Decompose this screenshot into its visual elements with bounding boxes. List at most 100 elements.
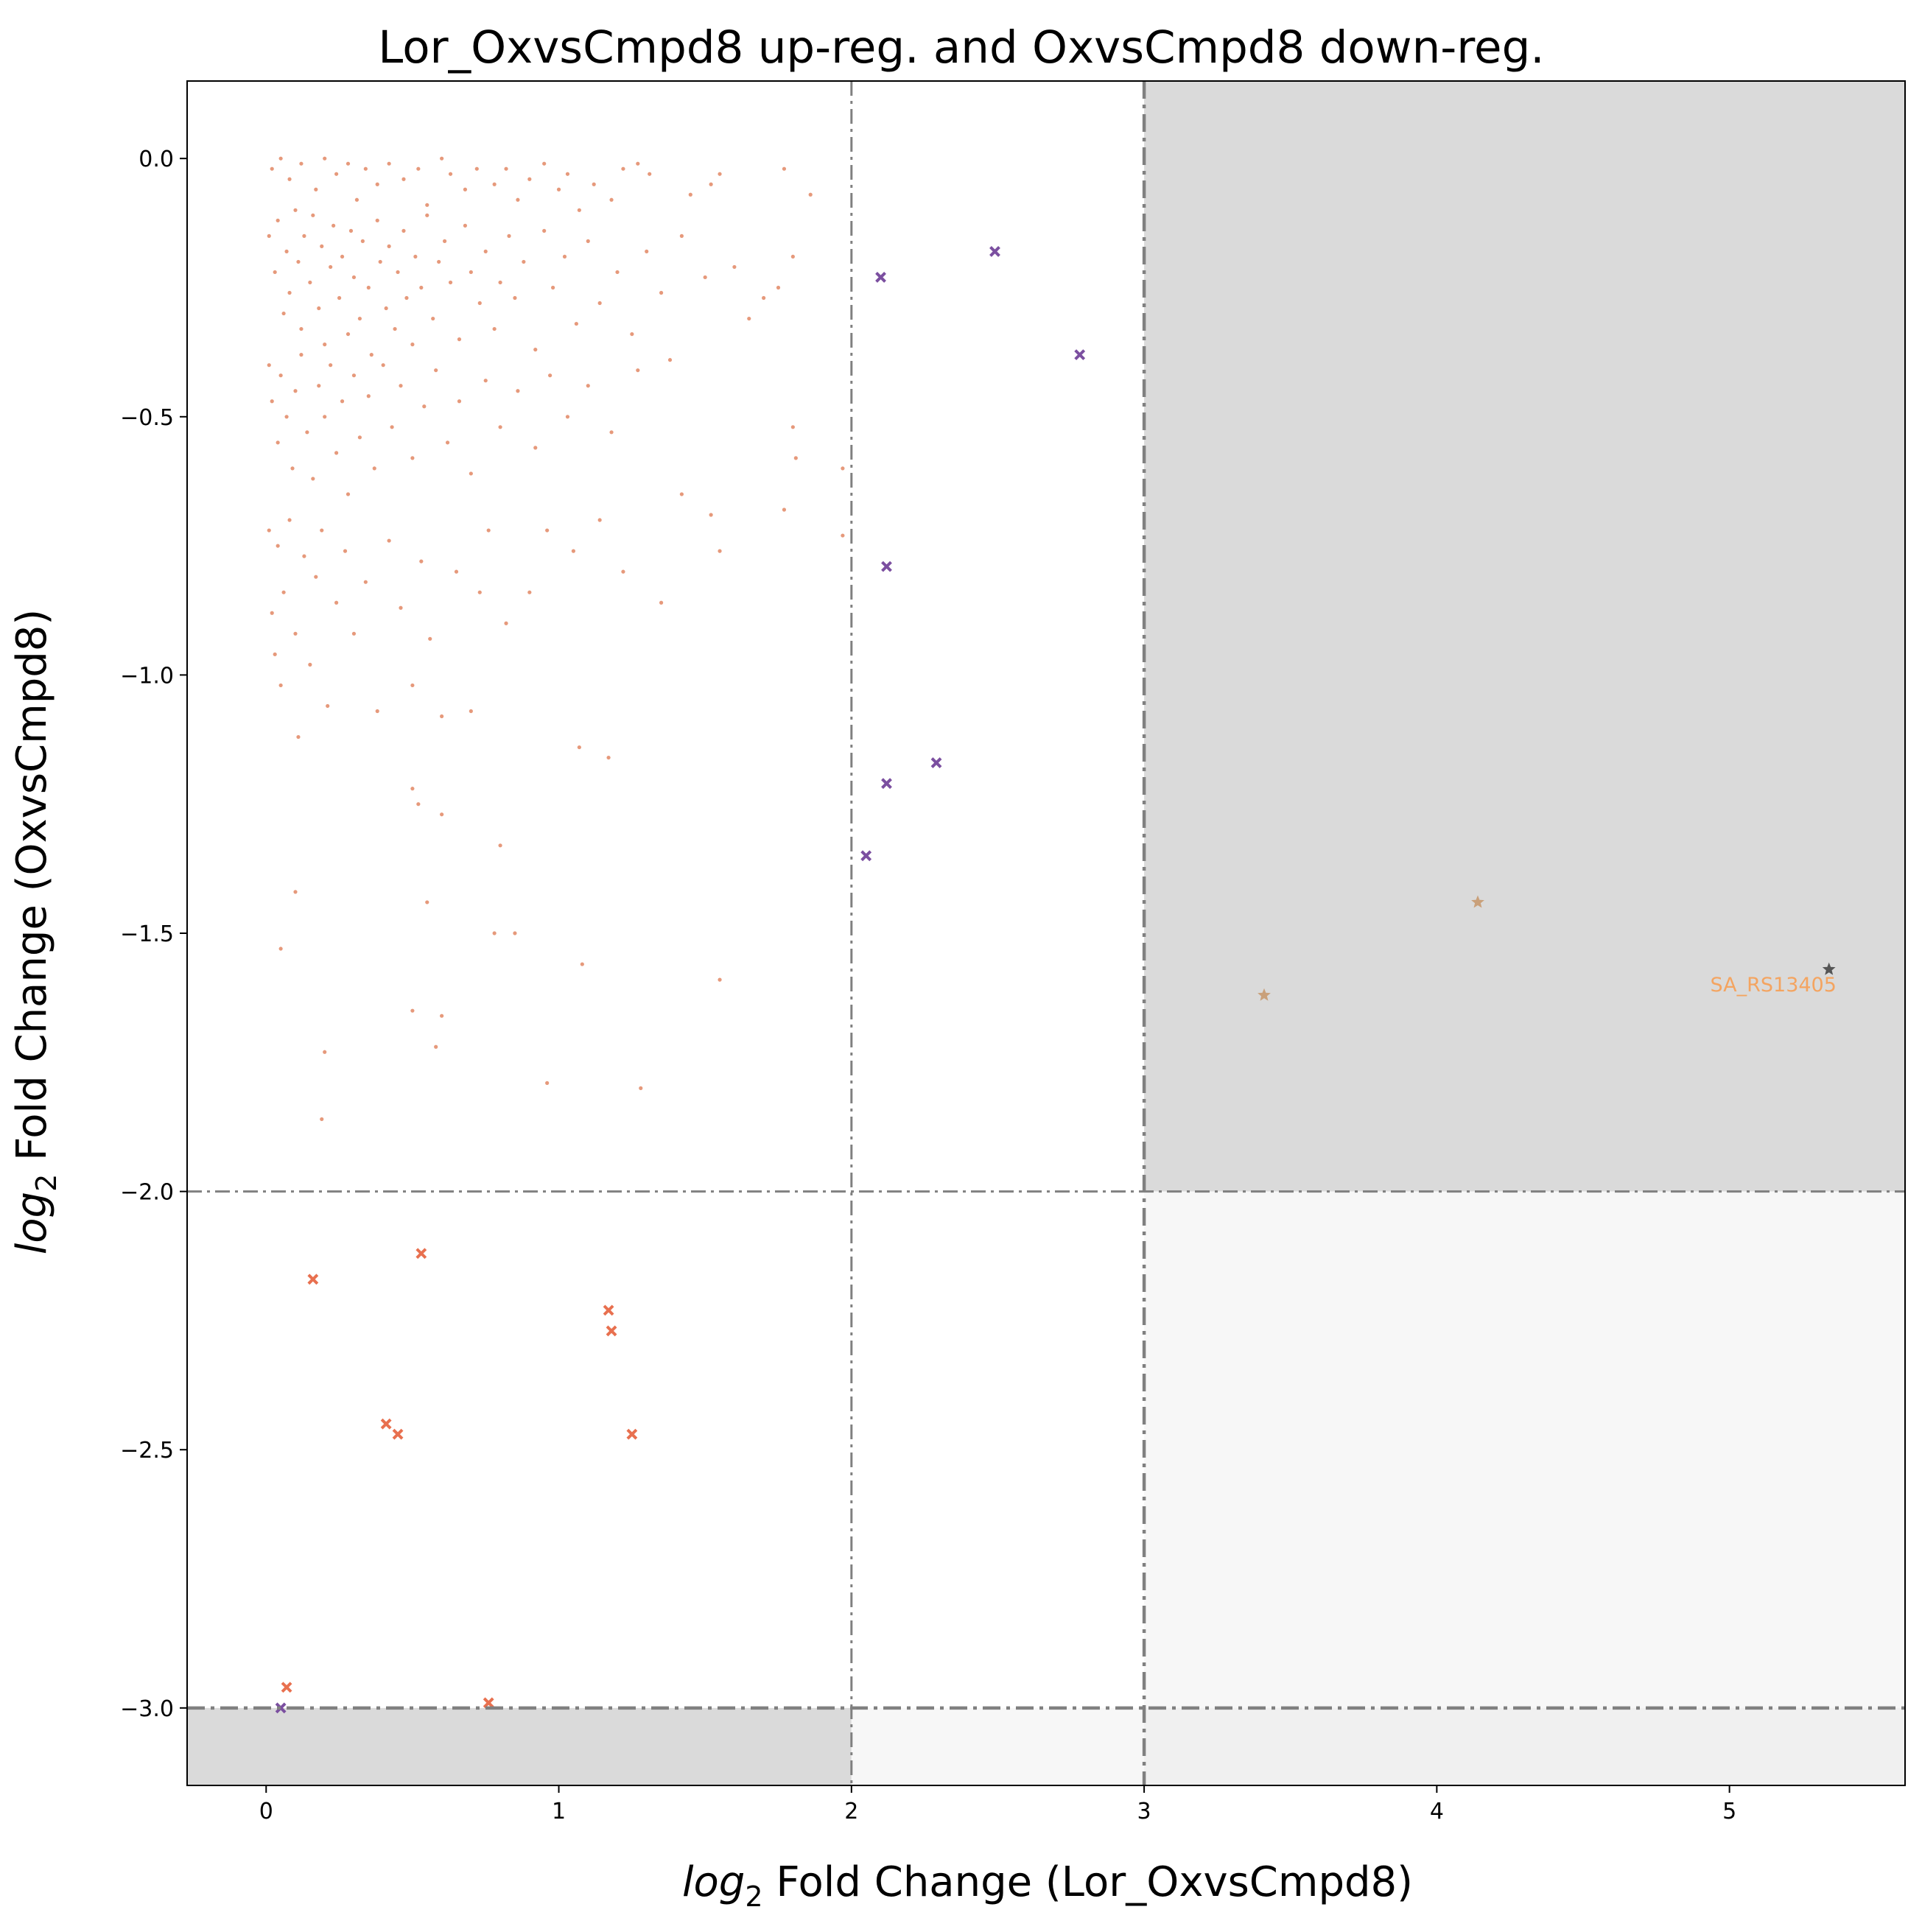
point-s0-154 — [281, 590, 286, 594]
point-s0-74 — [425, 213, 429, 217]
point-s0-42 — [287, 290, 292, 295]
point-s1-3 — [881, 561, 892, 572]
point-s0-13 — [416, 166, 421, 171]
point-s0-92 — [562, 254, 567, 259]
point-s0-66 — [387, 244, 391, 248]
point-s0-126 — [372, 466, 376, 471]
point-s0-100 — [679, 233, 684, 238]
point-s0-208 — [639, 1086, 643, 1090]
point-s0-35 — [782, 166, 787, 171]
point-s0-137 — [498, 425, 502, 429]
point-s0-6 — [334, 172, 339, 176]
point-s0-176 — [486, 528, 491, 533]
shaded-region-0 — [1144, 81, 1905, 1192]
point-s0-133 — [445, 440, 450, 445]
point-s0-31 — [648, 172, 652, 176]
point-s0-18 — [474, 166, 479, 171]
point-s0-87 — [513, 295, 517, 301]
point-s0-54 — [337, 295, 342, 301]
point-s0-112 — [290, 466, 295, 471]
point-s0-3 — [299, 161, 304, 166]
point-s0-91 — [550, 285, 555, 290]
point-s0-169 — [399, 605, 403, 610]
point-s0-64 — [378, 259, 382, 264]
point-s0-141 — [565, 415, 570, 419]
point-s0-11 — [387, 161, 391, 166]
point-s0-127 — [381, 363, 385, 368]
point-s0-84 — [492, 326, 497, 331]
point-s0-69 — [401, 228, 406, 233]
point-s0-124 — [357, 435, 362, 440]
point-s0-45 — [299, 326, 304, 331]
point-s0-58 — [351, 275, 357, 280]
point-s0-79 — [457, 337, 462, 342]
point-s1-5 — [881, 778, 892, 790]
point-s0-142 — [586, 384, 590, 388]
point-s0-195 — [425, 900, 429, 904]
point-s0-143 — [609, 430, 614, 435]
x-axis-label-subscript: 2 — [745, 1880, 762, 1913]
point-s0-60 — [360, 239, 365, 243]
point-s0-132 — [434, 368, 438, 373]
point-s0-157 — [296, 734, 301, 740]
point-s0-153 — [278, 683, 283, 688]
point-s0-49 — [317, 306, 321, 311]
point-s0-173 — [440, 714, 444, 719]
point-s0-155 — [287, 518, 292, 522]
point-s0-107 — [267, 363, 271, 368]
y-tick-label-1: −0.5 — [120, 405, 174, 431]
point-s0-0 — [270, 166, 274, 171]
y-tick-label-0: 0.0 — [138, 147, 174, 172]
point-s0-166 — [363, 580, 368, 584]
x-axis-label-text: Fold Change (Lor_OxvsCmpd8) — [763, 1858, 1414, 1906]
point-s0-94 — [586, 239, 590, 243]
point-s0-147 — [793, 456, 798, 460]
point-s0-186 — [718, 549, 722, 553]
point-s0-22 — [527, 177, 532, 181]
point-s0-106 — [776, 285, 781, 290]
point-s0-99 — [659, 290, 664, 295]
x-tick-label-3: 3 — [1137, 1799, 1151, 1824]
point-s0-129 — [399, 384, 403, 388]
point-s0-150 — [270, 611, 274, 615]
point-s0-120 — [334, 451, 339, 455]
point-s1-2 — [1074, 349, 1086, 361]
point-s0-93 — [574, 321, 578, 326]
point-s0-82 — [477, 301, 482, 306]
point-s0-81 — [469, 270, 473, 275]
point-s0-36 — [808, 192, 813, 197]
point-s1-6 — [860, 850, 872, 862]
point-s0-163 — [334, 600, 339, 605]
point-s0-206 — [580, 962, 584, 966]
point-s0-167 — [375, 709, 379, 714]
point-s0-63 — [375, 218, 379, 222]
point-s0-121 — [340, 399, 345, 404]
point-s0-183 — [659, 600, 664, 605]
point-s0-89 — [533, 348, 538, 352]
point-s0-59 — [357, 316, 362, 321]
point-s3-0 — [1258, 988, 1271, 1001]
point-s0-172 — [428, 636, 432, 641]
point-s0-191 — [323, 1050, 327, 1054]
point-s0-27 — [592, 182, 596, 186]
x-tick-label-0: 0 — [259, 1799, 273, 1824]
y-axis-label: log2 Fold Change (OxvsCmpd8) — [8, 609, 63, 1255]
point-s0-85 — [498, 280, 502, 285]
point-s0-130 — [410, 456, 415, 460]
point-s2-3 — [606, 1325, 617, 1337]
annotations: SA_RS13405 — [1711, 974, 1837, 997]
point-s0-62 — [369, 353, 373, 357]
point-s0-117 — [317, 384, 321, 388]
point-s0-198 — [434, 1044, 438, 1049]
point-s0-182 — [621, 569, 625, 574]
point-s0-80 — [463, 223, 468, 228]
point-s0-70 — [404, 295, 409, 301]
point-s0-205 — [577, 745, 581, 750]
point-s0-202 — [492, 931, 497, 935]
point-s0-119 — [329, 363, 333, 368]
point-s0-9 — [363, 166, 368, 171]
point-s0-178 — [527, 590, 532, 594]
point-s0-61 — [366, 285, 371, 290]
point-s0-175 — [469, 709, 473, 714]
point-s0-145 — [667, 358, 673, 362]
